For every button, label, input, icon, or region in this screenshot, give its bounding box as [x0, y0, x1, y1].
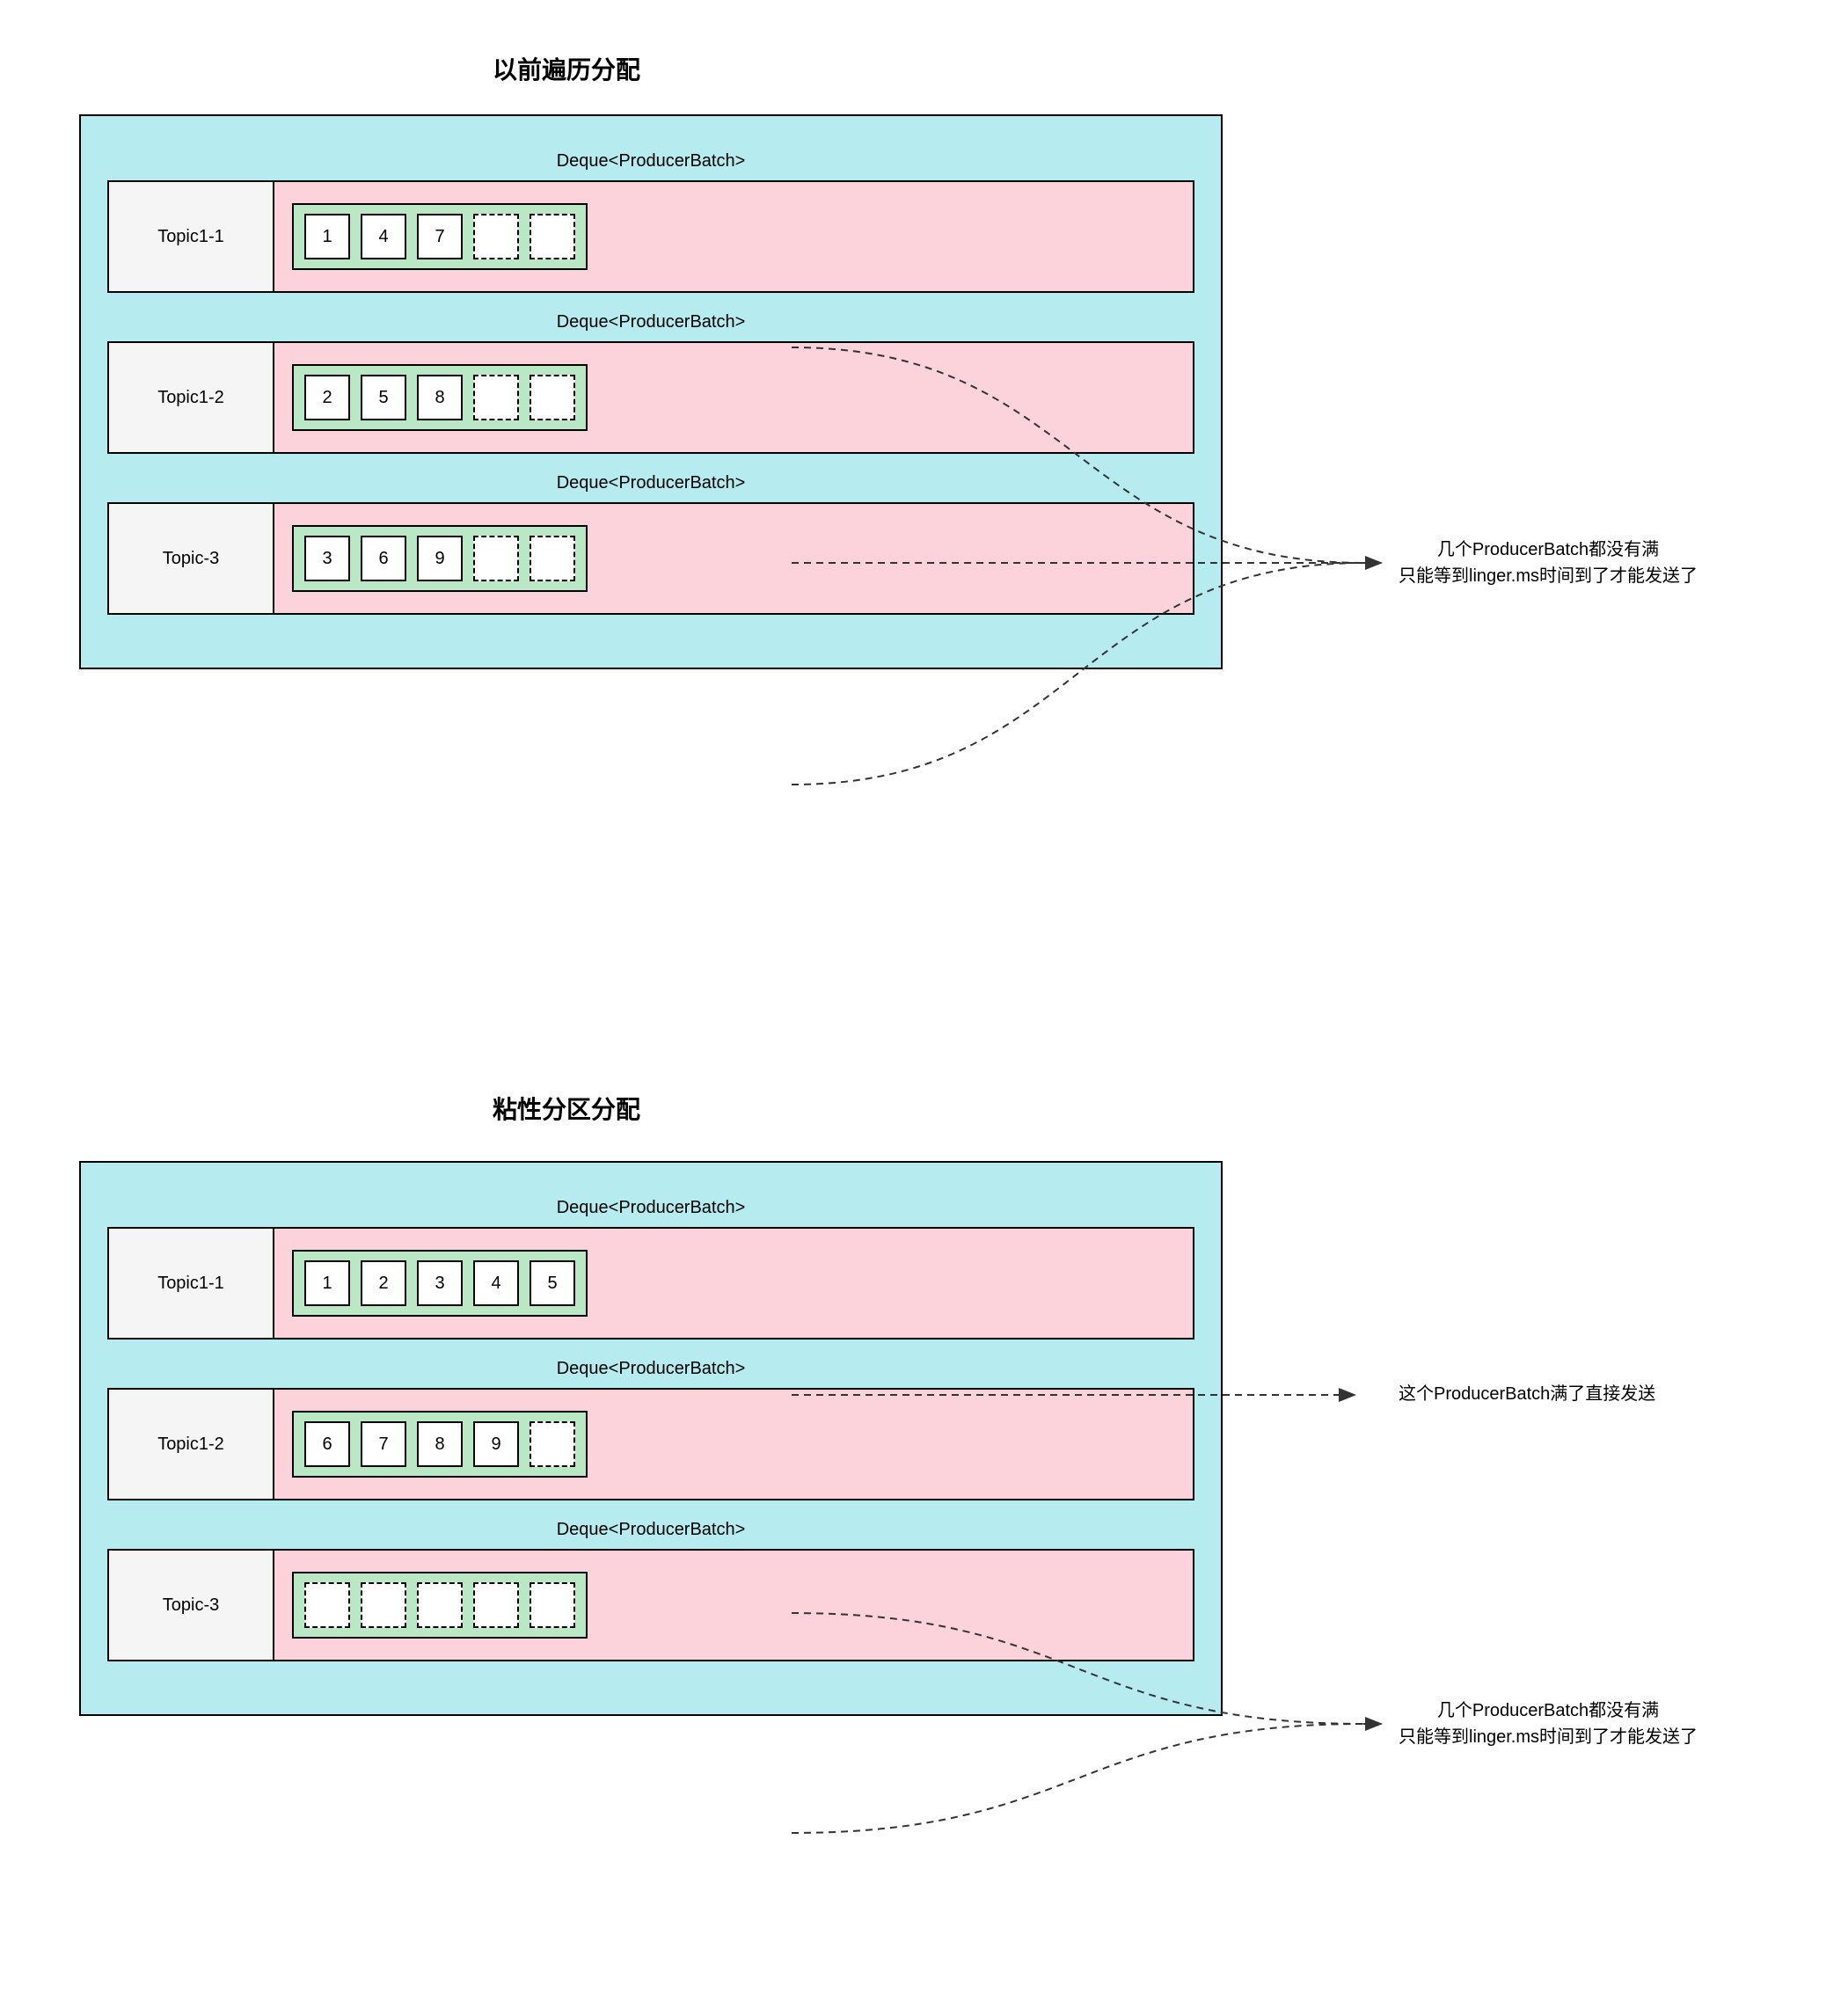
batch-slot: 3	[417, 1260, 463, 1306]
topic-label: Topic1-2	[107, 1388, 274, 1500]
topic-label: Topic1-1	[107, 180, 274, 293]
producer-batch: 12345	[292, 1250, 588, 1317]
batch-slot: 5	[530, 1260, 575, 1306]
batch-slot: 7	[417, 214, 463, 259]
batch-slot: 7	[361, 1421, 406, 1467]
producer-batch: 147	[292, 203, 588, 270]
producer-batch	[292, 1572, 588, 1639]
deque-label: Deque<ProducerBatch>	[107, 151, 1194, 172]
batch-slot	[530, 214, 575, 259]
producer-batch: 258	[292, 364, 588, 431]
annotation-line: 几个ProducerBatch都没有满	[1399, 1697, 1698, 1724]
batch-slot	[473, 1582, 519, 1628]
section2-annotation-partial: 几个ProducerBatch都没有满 只能等到linger.ms时间到了才能发…	[1399, 1697, 1698, 1750]
annotation-line: 这个ProducerBatch满了直接发送	[1399, 1381, 1655, 1407]
section1-annotation: 几个ProducerBatch都没有满 只能等到linger.ms时间到了才能发…	[1399, 537, 1698, 589]
batch-slot: 4	[473, 1260, 519, 1306]
deque-container: 6789	[274, 1388, 1194, 1500]
batch-slot: 1	[304, 214, 350, 259]
batch-slot: 3	[304, 536, 350, 581]
batch-slot: 9	[473, 1421, 519, 1467]
deque-label: Deque<ProducerBatch>	[107, 1520, 1194, 1540]
section1-title: 以前遍历分配	[493, 51, 640, 86]
batch-slot: 6	[304, 1421, 350, 1467]
batch-slot	[361, 1582, 406, 1628]
partition-row: Topic1-1 147	[107, 180, 1194, 293]
diagram-canvas: 以前遍历分配 Deque<ProducerBatch> Topic1-1 147…	[35, 35, 1813, 1958]
batch-slot: 2	[361, 1260, 406, 1306]
annotation-line: 只能等到linger.ms时间到了才能发送了	[1399, 1724, 1698, 1750]
batch-slot: 8	[417, 375, 463, 420]
batch-slot: 5	[361, 375, 406, 420]
producer-batch: 369	[292, 525, 588, 592]
batch-slot	[530, 1582, 575, 1628]
batch-slot	[417, 1582, 463, 1628]
deque-container: 258	[274, 341, 1194, 454]
batch-slot: 8	[417, 1421, 463, 1467]
producer-batch: 6789	[292, 1411, 588, 1478]
section2-annotation-full: 这个ProducerBatch满了直接发送	[1399, 1381, 1655, 1407]
section2-title: 粘性分区分配	[493, 1091, 640, 1126]
batch-slot: 9	[417, 536, 463, 581]
partition-row: Topic1-1 12345	[107, 1227, 1194, 1340]
deque-label: Deque<ProducerBatch>	[107, 312, 1194, 332]
batch-slot: 2	[304, 375, 350, 420]
batch-slot	[473, 375, 519, 420]
batch-slot	[530, 1421, 575, 1467]
topic-label: Topic-3	[107, 502, 274, 615]
deque-label: Deque<ProducerBatch>	[107, 1198, 1194, 1218]
section1-container: Deque<ProducerBatch> Topic1-1 147 Deque<…	[79, 114, 1223, 669]
deque-container: 147	[274, 180, 1194, 293]
deque-label: Deque<ProducerBatch>	[107, 1359, 1194, 1379]
batch-slot: 4	[361, 214, 406, 259]
partition-row: Topic-3 369	[107, 502, 1194, 615]
annotation-line: 几个ProducerBatch都没有满	[1399, 537, 1698, 563]
batch-slot	[530, 375, 575, 420]
deque-container: 12345	[274, 1227, 1194, 1340]
partition-row: Topic1-2 6789	[107, 1388, 1194, 1500]
partition-row: Topic-3	[107, 1549, 1194, 1661]
deque-container: 369	[274, 502, 1194, 615]
deque-container	[274, 1549, 1194, 1661]
annotation-line: 只能等到linger.ms时间到了才能发送了	[1399, 563, 1698, 589]
topic-label: Topic1-2	[107, 341, 274, 454]
batch-slot	[473, 536, 519, 581]
batch-slot: 6	[361, 536, 406, 581]
topic-label: Topic1-1	[107, 1227, 274, 1340]
topic-label: Topic-3	[107, 1549, 274, 1661]
section2-container: Deque<ProducerBatch> Topic1-1 12345 Dequ…	[79, 1161, 1223, 1716]
partition-row: Topic1-2 258	[107, 341, 1194, 454]
batch-slot	[530, 536, 575, 581]
batch-slot: 1	[304, 1260, 350, 1306]
batch-slot	[304, 1582, 350, 1628]
batch-slot	[473, 214, 519, 259]
deque-label: Deque<ProducerBatch>	[107, 473, 1194, 493]
